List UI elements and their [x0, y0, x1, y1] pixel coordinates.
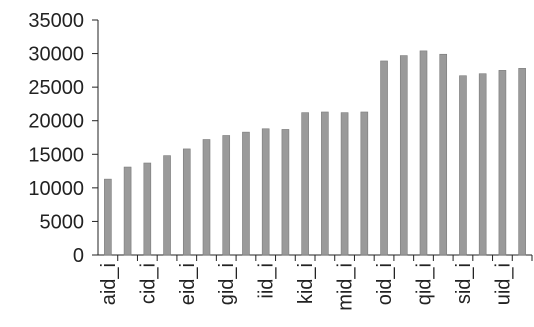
bar-aid-i — [104, 178, 112, 256]
bar-eid-i — [182, 148, 191, 256]
x-tick-label: sid_i — [453, 263, 475, 304]
x-tick-labels: aid_i cid_i eid_i gid_i iid_i kid_i mid_i oid_i… — [98, 263, 515, 311]
x-tick-label: oid_i — [374, 263, 396, 305]
x-tick-label: mid_i — [335, 263, 357, 311]
x-tick-label: eid_i — [177, 263, 199, 305]
x-tick-label: iid_i — [256, 263, 278, 299]
y-axis: 0 5000 10000 15000 20000 25000 30000 35000 — [28, 10, 99, 267]
y-tick-label: 10000 — [28, 178, 84, 200]
x-tick-label: cid_i — [137, 263, 159, 304]
bar-qid-i — [419, 50, 428, 256]
x-tick-label: uid_i — [492, 263, 514, 305]
bar-pid-i — [399, 55, 408, 256]
bar-mid-i — [340, 112, 349, 256]
bar-cid-i — [143, 162, 152, 256]
bar-did-i — [163, 155, 171, 256]
bar-bid-i — [123, 166, 132, 256]
bar-tid-i — [478, 73, 487, 256]
bar-jid-i — [281, 129, 290, 256]
bar-lid-i — [321, 111, 329, 256]
bar-hid-i — [242, 131, 250, 256]
bars — [104, 50, 526, 256]
bar-vid-i — [518, 68, 526, 256]
x-tick-label: gid_i — [216, 263, 238, 305]
bar-rid-i — [439, 53, 448, 256]
x-tick-label: aid_i — [98, 263, 120, 305]
y-tick-label: 5000 — [40, 211, 85, 233]
bar-fid-i — [202, 139, 211, 256]
y-tick-label: 35000 — [28, 10, 84, 32]
bar-oid-i — [380, 60, 388, 256]
y-tick-label: 20000 — [28, 111, 84, 133]
y-tick-label: 25000 — [28, 77, 84, 99]
bar-uid-i — [498, 70, 507, 256]
y-tick-label: 0 — [73, 245, 84, 267]
y-tick-label: 30000 — [28, 44, 84, 66]
bar-gid-i — [222, 135, 231, 256]
x-tick-label: kid_i — [295, 263, 317, 304]
bar-nid-i — [360, 111, 369, 256]
x-tick-label: qid_i — [414, 263, 436, 305]
x-axis — [98, 254, 533, 261]
y-tick-label: 15000 — [28, 144, 84, 166]
bar-kid-i — [301, 112, 309, 256]
bar-iid-i — [261, 128, 270, 256]
bar-sid-i — [459, 75, 467, 256]
